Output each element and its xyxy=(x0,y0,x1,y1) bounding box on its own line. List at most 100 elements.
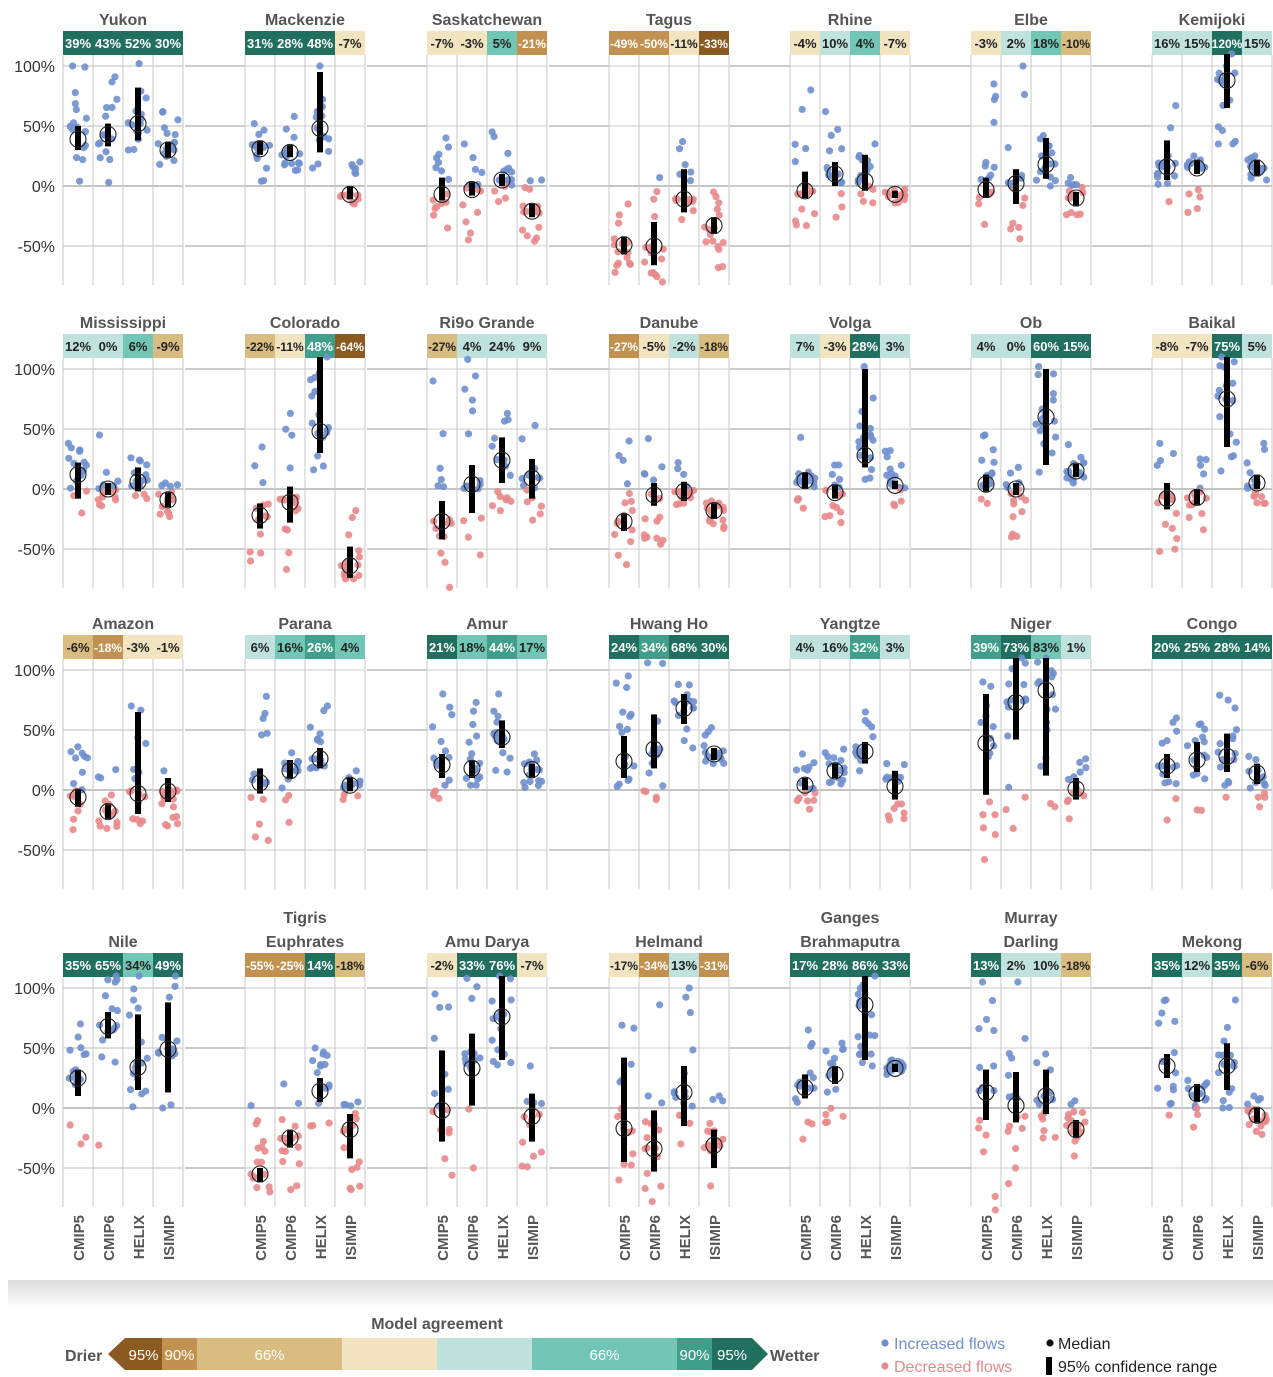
agreement-value: 14% xyxy=(1244,640,1270,655)
agreement-cell xyxy=(517,635,547,659)
model-point xyxy=(991,830,999,839)
model-point xyxy=(1035,1100,1043,1108)
agreement-value: 83% xyxy=(1033,640,1059,655)
agreement-value: -11% xyxy=(670,37,698,51)
model-point xyxy=(827,1104,835,1112)
model-point xyxy=(104,976,112,984)
model-point xyxy=(279,1157,287,1166)
model-point xyxy=(472,732,481,740)
model-point xyxy=(431,990,439,998)
confidence-bar xyxy=(1194,489,1200,505)
model-point xyxy=(1006,469,1015,477)
median-marker xyxy=(281,1129,299,1147)
model-point xyxy=(1063,467,1071,476)
model-point xyxy=(1261,781,1269,790)
model-point xyxy=(672,1093,680,1101)
model-point xyxy=(1257,1122,1265,1130)
agreement-cell xyxy=(305,953,335,977)
model-point xyxy=(791,140,799,148)
model-point xyxy=(1004,703,1012,711)
model-point xyxy=(1193,1110,1202,1119)
median-marker xyxy=(675,482,693,500)
model-point xyxy=(69,62,77,70)
model-point xyxy=(355,553,363,561)
model-point xyxy=(1216,740,1224,748)
model-point xyxy=(111,1058,119,1066)
median-marker xyxy=(615,512,633,530)
agreement-cell xyxy=(1061,953,1091,977)
model-point xyxy=(1035,363,1043,371)
basin-title: Congo xyxy=(1187,616,1238,633)
model-point xyxy=(1078,1108,1087,1117)
confidence-bar xyxy=(317,748,323,769)
model-point xyxy=(468,750,476,758)
median-marker xyxy=(99,803,117,821)
model-point xyxy=(536,510,544,518)
model-point xyxy=(488,997,496,1005)
model-point xyxy=(278,784,286,792)
agreement-value: -5% xyxy=(642,339,666,354)
model-point xyxy=(858,1058,866,1067)
median-marker xyxy=(463,475,481,493)
model-point xyxy=(431,787,439,795)
agreement-cell xyxy=(699,334,729,358)
agreement-cell xyxy=(790,953,820,977)
agreement-value: -18% xyxy=(94,641,122,655)
model-point xyxy=(174,116,182,124)
agreement-cell xyxy=(153,953,183,977)
legend-median-label: Median xyxy=(1058,1336,1110,1353)
model-point xyxy=(1225,779,1233,787)
median-marker xyxy=(645,740,663,758)
median-marker xyxy=(796,1079,814,1097)
agreement-cell xyxy=(1242,635,1272,659)
model-point xyxy=(1014,463,1022,471)
model-point xyxy=(67,748,75,756)
model-point xyxy=(890,500,898,508)
model-point xyxy=(869,199,877,207)
median-marker xyxy=(523,469,541,487)
model-point xyxy=(437,475,445,484)
y-tick-label: 0% xyxy=(32,482,55,499)
median-marker xyxy=(1218,1057,1236,1075)
model-point xyxy=(460,140,468,148)
model-point xyxy=(991,1192,999,1201)
model-point xyxy=(810,1084,818,1092)
model-point xyxy=(316,62,324,70)
basin-panel: -7% -3% 5% -21% Saskatchewan xyxy=(367,12,548,285)
confidence-bar xyxy=(1043,1069,1049,1114)
agreement-cell xyxy=(850,334,880,358)
model-point xyxy=(623,725,631,734)
model-point xyxy=(643,1169,651,1178)
median-marker xyxy=(159,141,177,159)
median-marker xyxy=(1067,462,1085,480)
agreement-cell xyxy=(335,31,365,55)
model-point xyxy=(1067,1100,1075,1108)
basin-panel: -6% -18% -3% -1%Amazon xyxy=(62,616,184,889)
model-point xyxy=(659,536,667,544)
model-point xyxy=(492,766,500,774)
model-point xyxy=(142,739,150,748)
agreement-cell xyxy=(123,334,153,358)
model-point xyxy=(614,517,622,525)
model-point xyxy=(645,769,653,777)
model-point xyxy=(246,548,254,556)
agreement-value: -3% xyxy=(974,36,998,51)
model-point xyxy=(507,996,515,1004)
model-point xyxy=(797,433,805,441)
model-point xyxy=(1018,171,1026,180)
confidence-bar xyxy=(862,976,868,1060)
agreement-value: 13% xyxy=(973,958,999,973)
model-point xyxy=(861,708,869,716)
agreement-value: -7% xyxy=(1185,339,1209,354)
basin-title: Murray xyxy=(1004,910,1057,927)
model-point xyxy=(1223,1023,1232,1032)
basin-title: Niger xyxy=(1011,616,1052,633)
agreement-value: 43% xyxy=(95,36,121,51)
model-point xyxy=(523,486,531,494)
model-point xyxy=(1051,160,1059,168)
model-point xyxy=(1017,493,1025,501)
model-point xyxy=(1199,526,1208,534)
model-point xyxy=(832,213,840,221)
agreement-cell xyxy=(699,953,729,977)
model-point xyxy=(82,487,91,495)
